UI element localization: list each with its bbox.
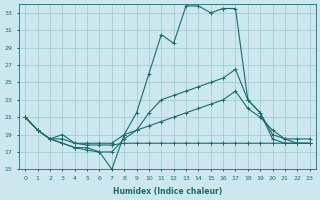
X-axis label: Humidex (Indice chaleur): Humidex (Indice chaleur) xyxy=(113,187,222,196)
